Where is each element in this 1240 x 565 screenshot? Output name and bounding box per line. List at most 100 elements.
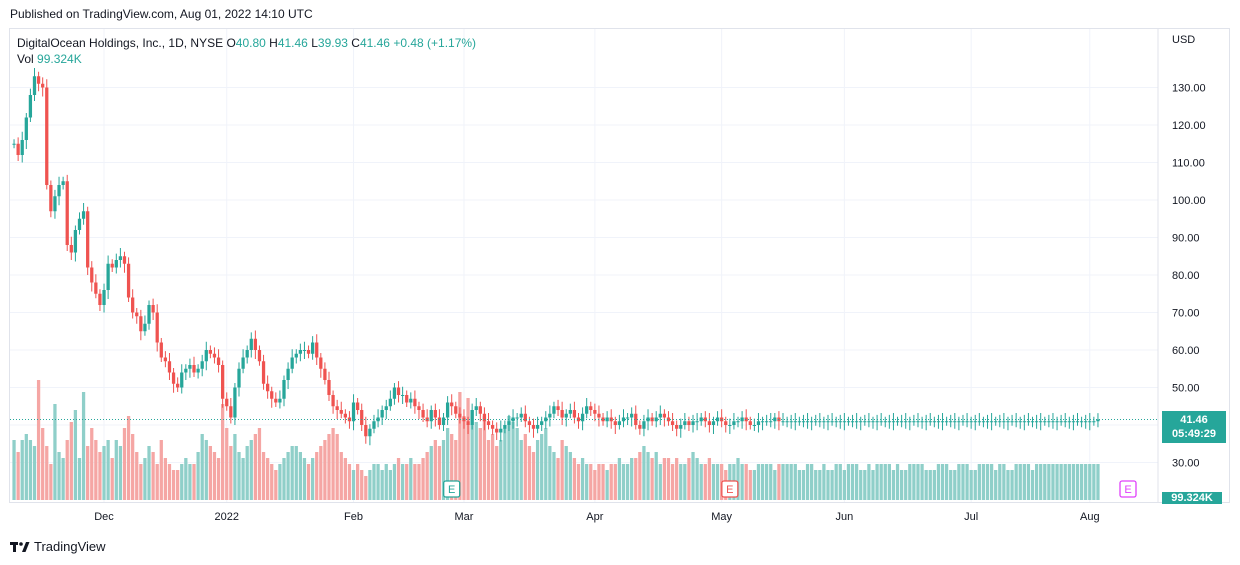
- candle-body[interactable]: [102, 290, 106, 305]
- candle-body[interactable]: [77, 218, 82, 230]
- candle-body[interactable]: [1014, 421, 1018, 423]
- candle-body[interactable]: [826, 421, 830, 423]
- candle-body[interactable]: [994, 421, 998, 423]
- candle-body[interactable]: [1034, 421, 1039, 423]
- candle-body[interactable]: [1026, 421, 1031, 423]
- candle-body[interactable]: [417, 406, 421, 410]
- candle-body[interactable]: [1075, 421, 1080, 423]
- candle-body[interactable]: [736, 421, 740, 423]
- candle-body[interactable]: [69, 245, 73, 253]
- candle-body[interactable]: [376, 417, 380, 422]
- candle-body[interactable]: [474, 406, 478, 410]
- candle-body[interactable]: [257, 350, 262, 362]
- candle-body[interactable]: [887, 421, 891, 423]
- candle-body[interactable]: [36, 76, 41, 84]
- candle-body[interactable]: [32, 76, 37, 95]
- candle-body[interactable]: [658, 413, 662, 418]
- candle-body[interactable]: [163, 357, 168, 362]
- candle-body[interactable]: [904, 421, 908, 423]
- candle-body[interactable]: [53, 196, 57, 212]
- candle-body[interactable]: [916, 421, 920, 423]
- candle-body[interactable]: [118, 256, 123, 260]
- candle-body[interactable]: [490, 425, 495, 429]
- candle-body[interactable]: [715, 417, 720, 422]
- candle-body[interactable]: [621, 417, 626, 422]
- candle-body[interactable]: [707, 421, 712, 425]
- candle-body[interactable]: [568, 410, 572, 414]
- candle-body[interactable]: [355, 402, 360, 411]
- candle-body[interactable]: [944, 421, 949, 423]
- candle-body[interactable]: [41, 83, 45, 88]
- candle-body[interactable]: [531, 425, 536, 429]
- candle-body[interactable]: [441, 417, 446, 426]
- candle-body[interactable]: [147, 305, 151, 324]
- candle-body[interactable]: [724, 421, 728, 425]
- earnings-marker-icon[interactable]: [1119, 480, 1137, 498]
- candle-body[interactable]: [429, 410, 433, 422]
- candle-body[interactable]: [711, 421, 716, 425]
- candle-body[interactable]: [585, 406, 589, 414]
- candle-body[interactable]: [511, 417, 515, 422]
- candle-body[interactable]: [351, 402, 356, 422]
- candle-body[interactable]: [601, 417, 605, 422]
- candle-body[interactable]: [756, 421, 761, 425]
- candle-body[interactable]: [274, 398, 278, 403]
- candle-body[interactable]: [57, 185, 61, 197]
- candle-body[interactable]: [421, 410, 425, 418]
- candle-body[interactable]: [580, 413, 585, 422]
- candle-body[interactable]: [212, 353, 217, 358]
- candle-body[interactable]: [196, 368, 200, 373]
- candle-body[interactable]: [552, 406, 556, 414]
- candle-body[interactable]: [131, 297, 135, 313]
- candle-body[interactable]: [1088, 421, 1092, 423]
- candle-body[interactable]: [233, 387, 237, 418]
- candle-body[interactable]: [973, 421, 977, 423]
- candle-body[interactable]: [703, 417, 707, 422]
- candle-body[interactable]: [143, 323, 147, 332]
- candle-body[interactable]: [883, 421, 887, 423]
- candle-body[interactable]: [106, 263, 110, 290]
- candle-body[interactable]: [368, 428, 372, 437]
- candle-body[interactable]: [1096, 419, 1100, 422]
- candle-body[interactable]: [515, 417, 519, 419]
- candle-body[interactable]: [433, 410, 437, 418]
- candle-body[interactable]: [642, 421, 646, 429]
- candle-body[interactable]: [151, 305, 155, 313]
- candle-body[interactable]: [687, 421, 691, 425]
- candle-body[interactable]: [278, 398, 282, 403]
- candle-body[interactable]: [830, 421, 834, 423]
- candle-body[interactable]: [478, 406, 482, 414]
- candle-body[interactable]: [789, 421, 793, 423]
- candle-body[interactable]: [237, 368, 241, 388]
- candle-body[interactable]: [495, 428, 499, 433]
- candle-body[interactable]: [499, 428, 503, 433]
- candle-body[interactable]: [343, 413, 347, 418]
- candle-body[interactable]: [306, 350, 311, 354]
- candle-body[interactable]: [200, 361, 204, 369]
- candle-body[interactable]: [609, 417, 613, 422]
- candle-body[interactable]: [834, 421, 838, 423]
- candle-body[interactable]: [225, 398, 229, 407]
- candle-body[interactable]: [204, 350, 208, 362]
- candle-body[interactable]: [560, 410, 564, 418]
- candle-body[interactable]: [564, 413, 568, 418]
- candle-body[interactable]: [290, 357, 294, 369]
- candle-body[interactable]: [879, 421, 883, 423]
- candle-body[interactable]: [863, 421, 867, 423]
- candle-body[interactable]: [392, 387, 397, 399]
- candle-body[interactable]: [732, 421, 736, 425]
- candle-body[interactable]: [65, 181, 69, 245]
- candle-body[interactable]: [380, 410, 384, 418]
- candle-body[interactable]: [266, 383, 270, 392]
- candle-body[interactable]: [221, 365, 225, 399]
- candle-body[interactable]: [850, 421, 855, 423]
- candle-body[interactable]: [859, 421, 863, 423]
- candle-body[interactable]: [695, 421, 699, 423]
- candle-body[interactable]: [728, 425, 732, 426]
- candle-body[interactable]: [90, 267, 94, 283]
- candle-body[interactable]: [908, 421, 912, 423]
- candle-body[interactable]: [155, 312, 159, 343]
- candle-body[interactable]: [1092, 421, 1096, 423]
- candle-body[interactable]: [61, 181, 65, 185]
- candle-body[interactable]: [126, 263, 131, 298]
